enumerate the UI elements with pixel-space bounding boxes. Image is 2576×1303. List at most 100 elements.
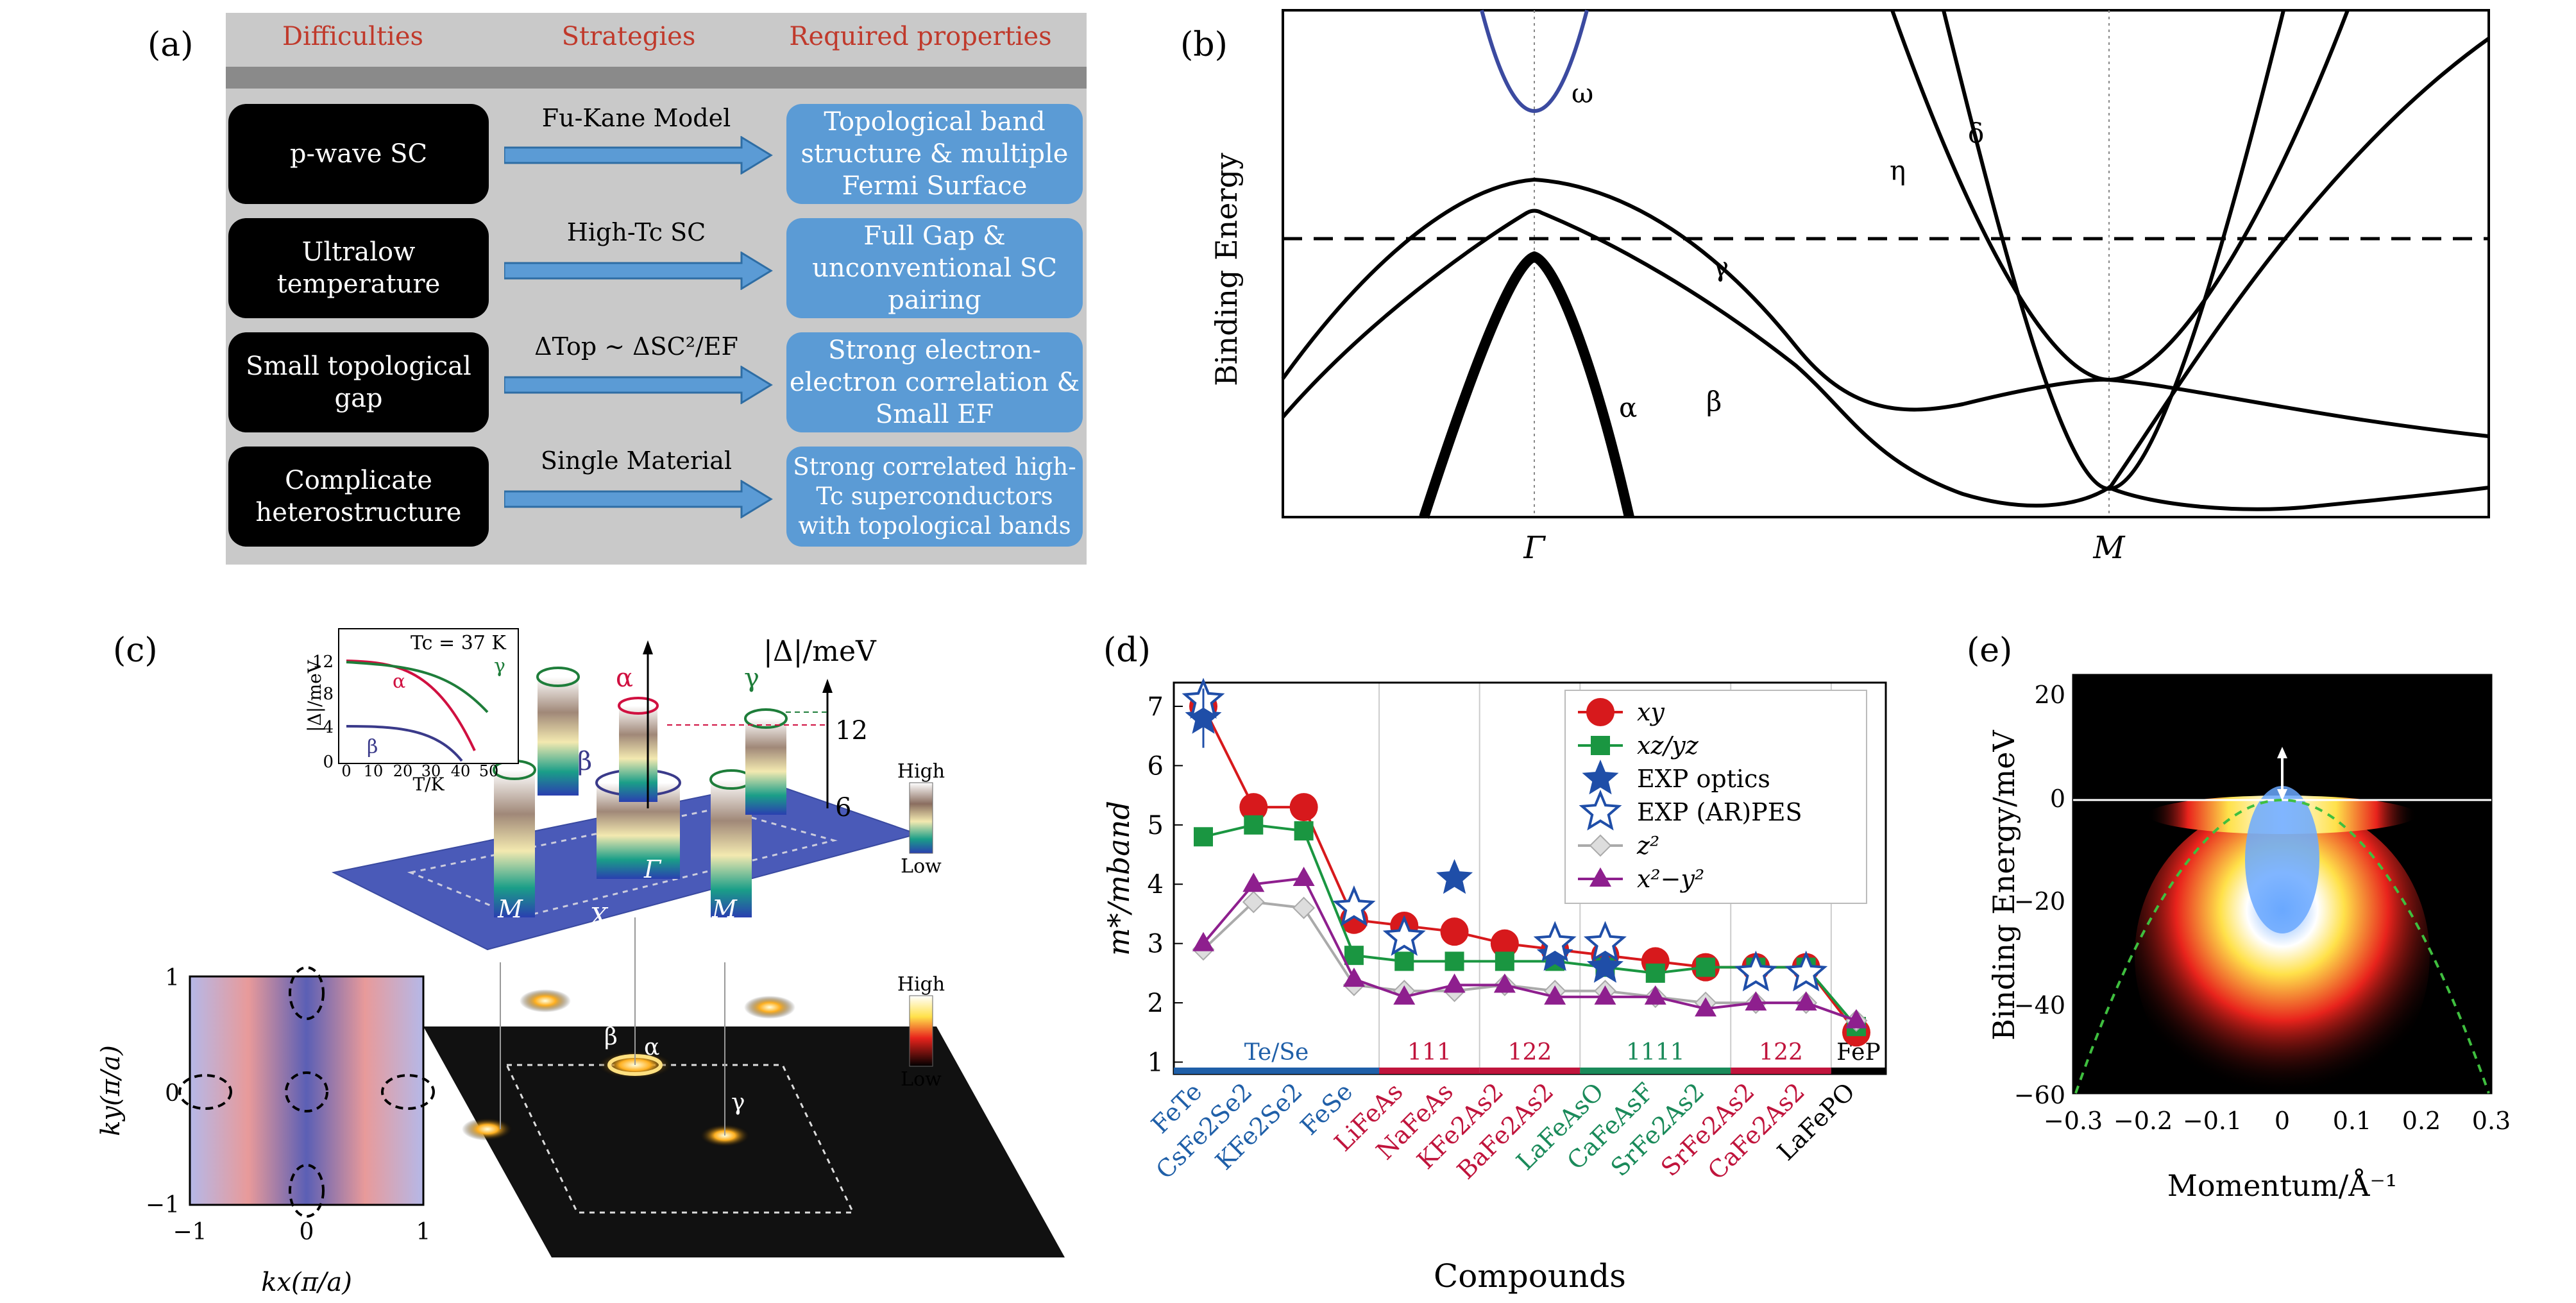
y-tick-label: 3 [1148, 930, 1164, 959]
data-point [1645, 963, 1665, 983]
arrow-icon [504, 366, 773, 404]
data-point [1343, 967, 1365, 987]
lower-label-alpha: α [644, 1034, 659, 1060]
y-axis-label: Binding Energy [1209, 153, 1244, 386]
difficulty-box: p-wave SC [228, 104, 489, 204]
legend-marker [1582, 760, 1619, 795]
e-xtick-neg01: −0.1 [2183, 1107, 2242, 1135]
strategy-label: Single Material [540, 447, 733, 475]
y-tick-label: 7 [1148, 692, 1164, 722]
panel-a-label: (a) [148, 26, 194, 64]
panel-c: (c) [0, 616, 1065, 1303]
band-label-alpha: α [616, 663, 633, 693]
gap-3d-plot: β α γ M M Γ X Γ α β γ [96, 628, 1065, 1297]
data-point [1696, 957, 1716, 977]
inset-series-alpha: α [393, 670, 405, 693]
property-box: Topological band structure & multiple Fe… [786, 104, 1083, 204]
gap-axis-label: |Δ|/meV [763, 635, 877, 668]
data-point [1394, 951, 1414, 971]
group-bar [1731, 1068, 1831, 1074]
legend-marker [1589, 867, 1611, 887]
group-bar [1174, 1068, 1380, 1074]
x-tick-m: M [2092, 530, 2126, 566]
header-strategies: Strategies [561, 22, 696, 51]
legend-marker [1591, 736, 1610, 755]
data-point [1382, 915, 1426, 956]
difficulty-box: Complicate heterostructure [228, 447, 489, 547]
e-ylabel: Binding Energy/meV [1987, 730, 2021, 1041]
map-xtick-0: 0 [300, 1219, 314, 1245]
data-point [1440, 917, 1469, 946]
e-ytick-20: 20 [2035, 681, 2065, 709]
property-box: Full Gap & unconventional SC pairing [786, 218, 1083, 318]
map-ytick-1: 1 [165, 965, 180, 991]
legend-label: EXP (AR)PES [1637, 798, 1802, 826]
property-box: Strong correlated high-Tc superconductor… [786, 447, 1083, 547]
panel-d: (d) 1 2 3 4 5 6 7 Te/Se 111 122 1111 122 FeP FeTe CsFe… [1084, 616, 1905, 1303]
point-label-m1: M [497, 895, 523, 923]
group-label: Te/Se [1244, 1039, 1309, 1066]
data-point [1244, 815, 1264, 835]
arrow-icon [504, 136, 773, 175]
inset-ytick-0: 0 [323, 753, 334, 772]
data-point [1586, 948, 1623, 983]
colorbar1-low: Low [901, 855, 942, 878]
map-ytick-neg1: −1 [146, 1192, 180, 1218]
data-point [1745, 991, 1767, 1011]
data-point [1393, 985, 1416, 1005]
map-xtick-neg1: −1 [173, 1219, 207, 1245]
panel-b-label: (b) [1180, 26, 1228, 64]
gap-tick-6: 6 [835, 793, 851, 822]
data-point [1192, 932, 1214, 951]
data-point [1495, 951, 1514, 971]
legend-box [1564, 690, 1867, 904]
band-label-gamma: γ [744, 663, 759, 693]
point-label-x: X [588, 903, 609, 931]
panel-b: (b) Binding Energy Γ M ω γ α β η δ [1155, 0, 2566, 577]
band-label-beta: β [577, 747, 592, 776]
legend-marker [1586, 698, 1614, 726]
e-xtick-02: 0.2 [2402, 1107, 2441, 1135]
y-tick-label: 4 [1148, 870, 1164, 899]
data-point [1239, 793, 1268, 822]
data-point [1784, 950, 1828, 992]
data-point [1332, 885, 1376, 926]
e-xtick-01: 0.1 [2333, 1107, 2371, 1135]
band-label-gamma: γ [1713, 251, 1729, 282]
band-label-beta: β [1706, 386, 1722, 417]
legend-label: x²−y² [1637, 865, 1704, 893]
data-point [1544, 985, 1566, 1005]
strategy-label: Fu-Kane Model [541, 104, 731, 132]
band-label-omega: ω [1572, 78, 1593, 109]
y-tick-label: 1 [1148, 1048, 1164, 1078]
header-difficulties: Difficulties [282, 22, 424, 51]
colorbar2-high: High [897, 973, 945, 996]
legend-label: EXP optics [1637, 765, 1770, 793]
data-point [1292, 867, 1315, 886]
inset-xtick-20: 20 [393, 762, 413, 780]
data-point [1294, 821, 1314, 841]
x-tick-gamma: Γ [1523, 530, 1546, 566]
legend-label: z² [1636, 831, 1659, 860]
band-label-delta: δ [1968, 117, 1984, 149]
group-label: 1111 [1626, 1039, 1685, 1066]
e-xlabel: Momentum/Å⁻¹ [2167, 1168, 2397, 1203]
inset-ylabel: |Δ|/meV [304, 660, 325, 732]
inset-xtick-0: 0 [341, 762, 351, 780]
y-tick-label: 2 [1148, 989, 1164, 1018]
inset-xtick-30: 30 [421, 762, 441, 780]
band-label-eta: η [1890, 155, 1906, 186]
map-xlabel: kx(π/a) [261, 1268, 352, 1297]
group-bar [1580, 1068, 1731, 1074]
inset-ytick-8: 8 [323, 685, 334, 704]
data-point [1845, 1009, 1867, 1028]
data-point [1242, 890, 1265, 914]
y-tick-label: 5 [1148, 811, 1164, 840]
panel-d-label: (d) [1103, 631, 1151, 670]
series-line [1202, 876, 1857, 1022]
point-label-gamma: Γ [643, 855, 662, 883]
legend-label: xy [1637, 698, 1665, 726]
strategy-label: ΔTop ~ ΔSC²/EF [534, 332, 738, 361]
panel-a: (a) Difficulties Strategies Required pro… [0, 0, 1103, 577]
data-point [1242, 873, 1265, 892]
